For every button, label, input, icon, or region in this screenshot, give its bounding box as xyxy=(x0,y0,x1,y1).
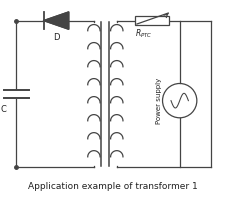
Text: D: D xyxy=(53,33,59,42)
Text: Power supply: Power supply xyxy=(156,78,162,124)
Polygon shape xyxy=(44,12,69,29)
Bar xyxy=(135,16,169,25)
Text: $R_{PTC}$: $R_{PTC}$ xyxy=(135,27,153,40)
Text: C: C xyxy=(1,105,6,114)
Text: Application example of transformer 1: Application example of transformer 1 xyxy=(28,182,198,191)
